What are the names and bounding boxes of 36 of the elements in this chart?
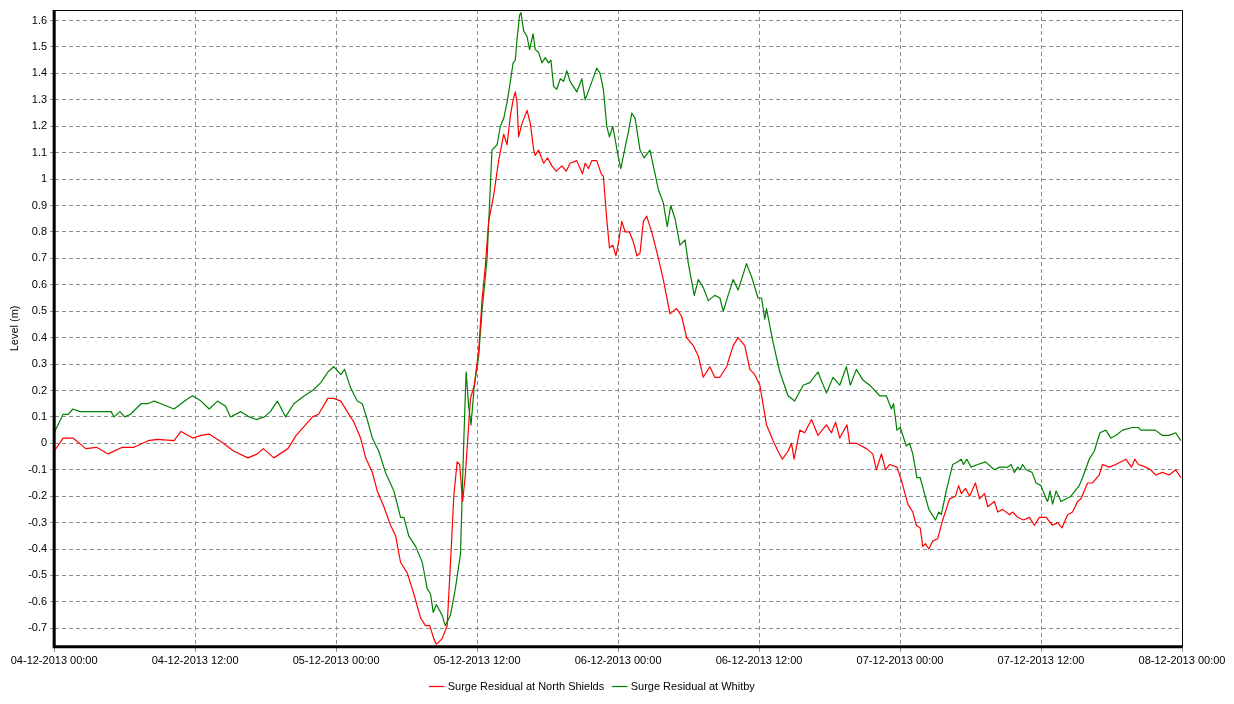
y-tick-label: 0 — [41, 436, 48, 449]
x-tick-label: 07-12-2013 12:00 — [997, 654, 1085, 667]
y-tick-label: -0.4 — [28, 542, 48, 555]
x-tick-label: 06-12-2013 12:00 — [715, 654, 803, 667]
y-tick-label: 0.2 — [31, 383, 48, 396]
x-tick-label: 04-12-2013 00:00 — [10, 654, 98, 667]
legend-label: Surge Residual at North Shields — [447, 679, 605, 692]
y-tick-label: 1 — [41, 172, 48, 185]
y-tick-label: -0.3 — [28, 515, 48, 528]
y-tick-label: 0.8 — [31, 224, 48, 237]
y-tick-label: 1.2 — [31, 119, 48, 132]
y-tick-label: 1.4 — [31, 66, 48, 79]
x-tick-label: 04-12-2013 12:00 — [151, 654, 239, 667]
x-tick-label: 05-12-2013 00:00 — [292, 654, 380, 667]
x-tick-label: 05-12-2013 12:00 — [433, 654, 521, 667]
y-tick-label: 0.1 — [31, 409, 48, 422]
y-tick-label: 0.3 — [31, 357, 48, 370]
y-tick-label: 1.6 — [31, 13, 48, 26]
y-tick-label: 0.5 — [31, 304, 48, 317]
y-tick-label: -0.5 — [28, 568, 48, 581]
y-tick-label: -0.1 — [28, 462, 48, 475]
x-tick-label: 08-12-2013 00:00 — [1138, 654, 1226, 667]
y-tick-label: 0.4 — [31, 330, 48, 343]
y-tick-label: 0.7 — [31, 251, 48, 264]
y-tick-label: -0.6 — [28, 594, 48, 607]
x-tick-label: 07-12-2013 00:00 — [856, 654, 944, 667]
y-tick-label: 0.9 — [31, 198, 48, 211]
y-tick-label: 1.3 — [31, 92, 48, 105]
y-axis-title: Level (m) — [7, 305, 20, 352]
y-tick-label: 1.5 — [31, 40, 48, 53]
y-tick-label: -0.2 — [28, 489, 48, 502]
y-tick-label: -0.7 — [28, 621, 48, 634]
legend-label: Surge Residual at Whitby — [630, 679, 756, 692]
y-tick-label: 0.6 — [31, 277, 48, 290]
y-tick-label: 1.1 — [31, 145, 48, 158]
x-tick-label: 06-12-2013 00:00 — [574, 654, 662, 667]
